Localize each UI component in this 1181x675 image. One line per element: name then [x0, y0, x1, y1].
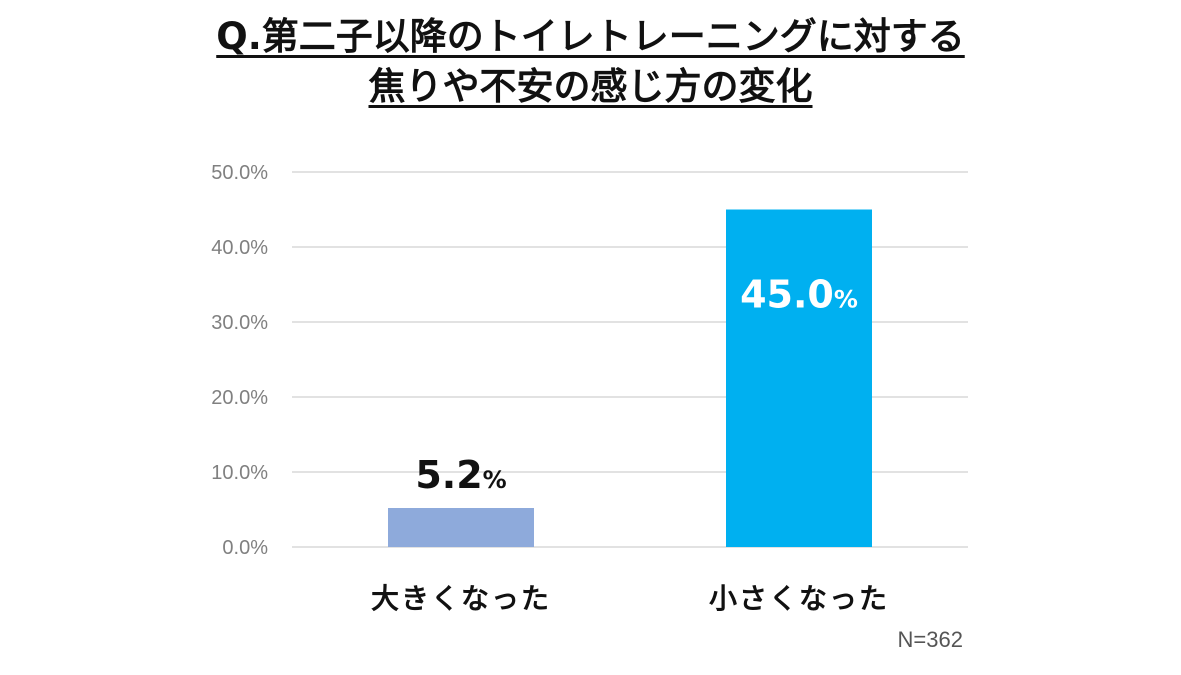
data-label-unit: % — [834, 286, 858, 314]
sample-size-note: N=362 — [898, 627, 963, 652]
bars — [388, 209, 872, 547]
data-label-unit: % — [483, 466, 507, 494]
x-category-label: 小さくなった — [709, 582, 889, 615]
y-axis-tick-labels: 0.0% 10.0% 20.0% 30.0% 40.0% 50.0% — [211, 162, 268, 559]
data-labels: 5.2%45.0% — [415, 273, 858, 498]
bar — [388, 508, 534, 547]
y-tick-label: 0.0% — [222, 537, 268, 559]
x-category-label: 大きくなった — [371, 582, 551, 615]
bar — [726, 209, 872, 547]
data-label: 5.2% — [415, 453, 506, 497]
y-tick-label: 20.0% — [211, 387, 268, 409]
y-tick-label: 40.0% — [211, 237, 268, 259]
y-tick-label: 10.0% — [211, 462, 268, 484]
y-tick-label: 30.0% — [211, 312, 268, 334]
y-tick-label: 50.0% — [211, 162, 268, 184]
chart-title-line-2: 焦りや不安の感じ方の変化 — [368, 65, 813, 108]
category-labels: 大きくなった 小さくなった — [371, 582, 889, 615]
data-label-value: 5.2 — [415, 453, 482, 497]
data-label-value: 45.0 — [740, 273, 834, 317]
data-label: 45.0% — [740, 273, 858, 317]
chart-title-line-1: Q.第二子以降のトイレトレーニングに対する — [216, 15, 965, 58]
